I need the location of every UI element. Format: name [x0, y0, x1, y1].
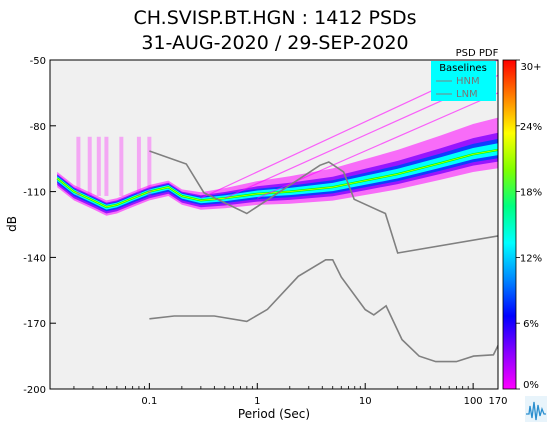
baseline-layer: [149, 150, 498, 363]
density-spike: [76, 136, 81, 196]
x-tick-label: 100: [464, 396, 483, 407]
colorbar: [502, 59, 517, 390]
y-tick-label: -200: [23, 385, 46, 396]
density-band-mid: [57, 132, 498, 214]
legend-hnm-label: HNM: [456, 76, 480, 87]
y-axis-label: dB: [5, 216, 19, 232]
legend-title: PSD PDF: [456, 48, 499, 59]
baseline-lnm: [149, 259, 498, 363]
plot-frame: [49, 59, 499, 390]
chart-title-line1: CH.SVISP.BT.HGN : 1412 PSDs: [133, 7, 416, 29]
x-axis-label: Period (Sec): [238, 407, 310, 421]
chart-title-line2: 31-AUG-2020 / 29-SEP-2020: [141, 32, 408, 54]
legend-lnm-label: LNM: [456, 89, 478, 100]
legend-box: Baselines HNM LNM: [431, 61, 496, 101]
y-tick-label: -170: [23, 319, 46, 330]
y-tick-label: -50: [30, 56, 46, 67]
baseline-hnm: [149, 150, 498, 254]
colorbar-tick-label: 12%: [520, 253, 542, 264]
colorbar-tick-label: 0%: [523, 380, 539, 391]
density-peak-core: [56, 149, 498, 208]
colorbar-ticks: 30+ 24% 18% 12% 6% 0%: [516, 59, 542, 391]
density-spike: [87, 136, 92, 196]
density-spike: [136, 136, 141, 196]
plot-background: [50, 60, 498, 389]
x-tick-label: 10: [359, 396, 372, 407]
x-axis: 0.1 1 10 100 170: [73, 383, 508, 407]
colorbar-tick-label: 6%: [523, 319, 539, 330]
y-tick-label: -80: [30, 122, 46, 133]
colorbar-tick-label: 24%: [520, 122, 542, 133]
colorbar-tick-label: 30+: [520, 62, 541, 73]
x-tick-label: 1: [254, 396, 260, 407]
legend-box-title: Baselines: [439, 63, 487, 74]
colorbar-tick-label: 18%: [520, 188, 542, 199]
x-tick-label: 0.1: [141, 396, 157, 407]
density-band-high: [57, 143, 498, 210]
density-spike: [96, 136, 101, 196]
x-tick-label: 170: [488, 396, 507, 407]
density-spike: [147, 136, 152, 196]
psd-density-layer: [56, 60, 498, 216]
y-tick-label: -110: [23, 188, 46, 199]
seismometer-logo-icon: [525, 396, 547, 422]
density-spike: [104, 136, 109, 196]
y-axis: -50 -80 -110 -140 -170 -200: [23, 56, 56, 396]
density-spike: [119, 136, 124, 196]
y-tick-label: -140: [23, 253, 46, 264]
